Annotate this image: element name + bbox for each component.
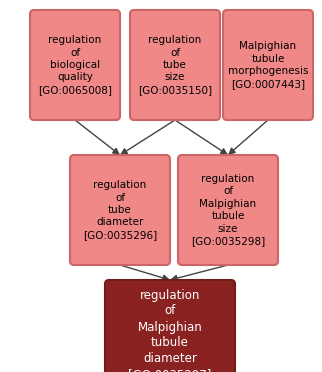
Text: regulation
of
biological
quality
[GO:0065008]: regulation of biological quality [GO:006…	[38, 35, 112, 95]
FancyBboxPatch shape	[105, 280, 235, 372]
Text: regulation
of
tube
diameter
[GO:0035296]: regulation of tube diameter [GO:0035296]	[83, 180, 157, 240]
Text: Malpighian
tubule
morphogenesis
[GO:0007443]: Malpighian tubule morphogenesis [GO:0007…	[228, 41, 308, 89]
FancyBboxPatch shape	[178, 155, 278, 265]
FancyBboxPatch shape	[70, 155, 170, 265]
FancyBboxPatch shape	[30, 10, 120, 120]
Text: regulation
of
Malpighian
tubule
diameter
[GO:0035297]: regulation of Malpighian tubule diameter…	[128, 289, 212, 372]
Text: regulation
of
tube
size
[GO:0035150]: regulation of tube size [GO:0035150]	[138, 35, 212, 95]
FancyBboxPatch shape	[223, 10, 313, 120]
Text: regulation
of
Malpighian
tubule
size
[GO:0035298]: regulation of Malpighian tubule size [GO…	[191, 174, 265, 246]
FancyBboxPatch shape	[130, 10, 220, 120]
